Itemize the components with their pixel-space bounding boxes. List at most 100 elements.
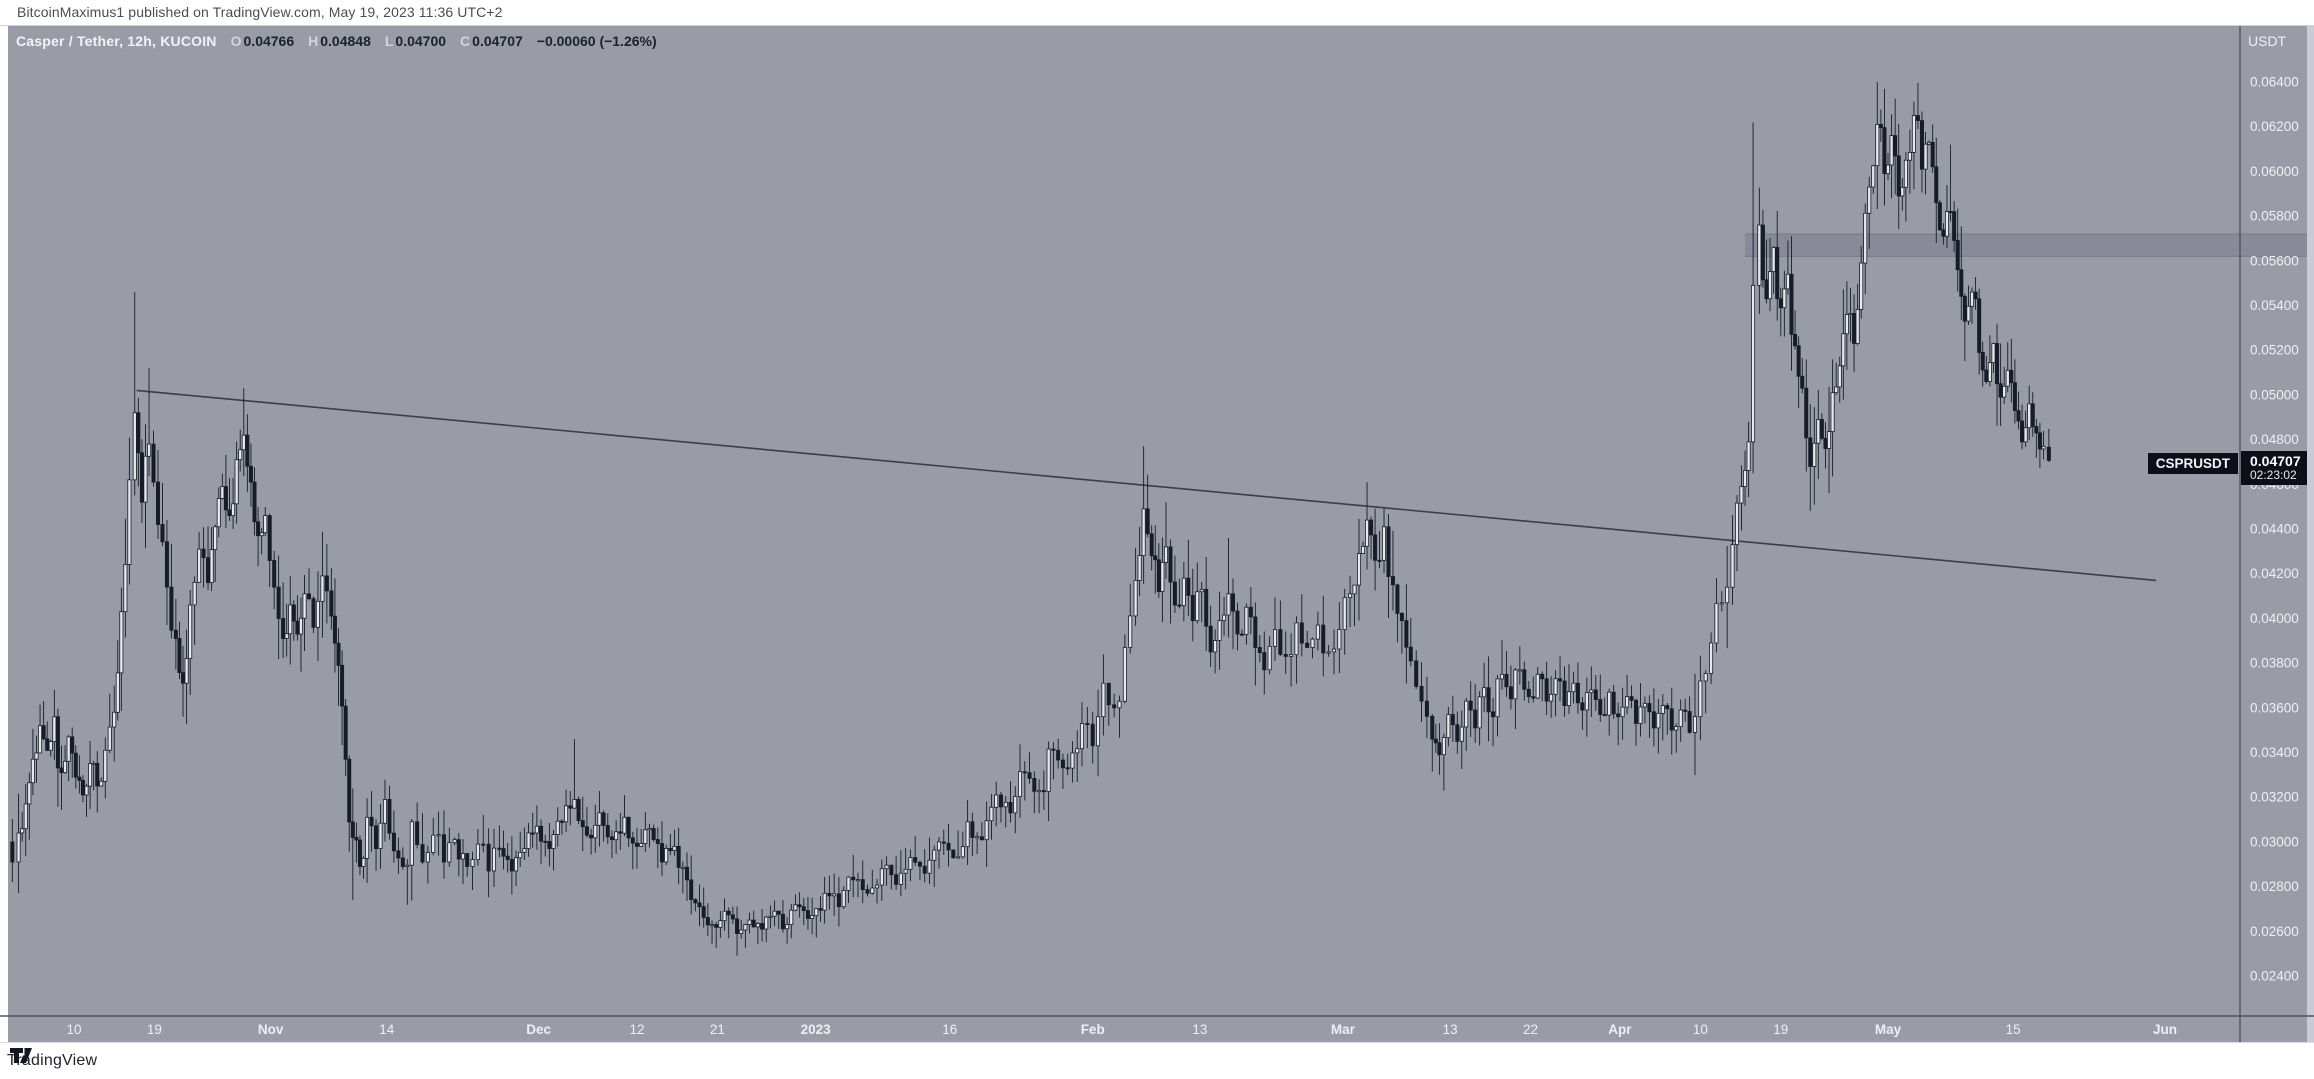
candle-up <box>1018 771 1023 797</box>
candle-up <box>1037 790 1042 793</box>
candle-down <box>1793 334 1798 347</box>
price-tick-label: 0.02600 <box>2250 924 2299 939</box>
symbol-title[interactable]: Casper / Tether, 12h, KUCOIN <box>16 33 217 49</box>
candle-down <box>329 590 334 617</box>
candle-up <box>378 822 383 850</box>
candle-up <box>1117 700 1122 709</box>
candle-up <box>30 758 35 784</box>
time-axis[interactable]: 10 19 Nov 14 Dec 12 21 2023 16 Feb 13 Mar 13 22 Apr 10 1… <box>66 1022 2177 1037</box>
candle-up <box>1096 716 1101 747</box>
candle-down <box>1544 678 1549 702</box>
price-tick-label: 0.03600 <box>2250 700 2299 715</box>
candle-up <box>593 824 598 839</box>
candle-up <box>1867 186 1872 214</box>
candle-down <box>1593 689 1598 700</box>
candle-down <box>1616 713 1621 718</box>
candle-up <box>1272 629 1277 647</box>
resistance-band[interactable] <box>1745 233 2307 257</box>
candle-down <box>70 736 75 754</box>
candle-up <box>1638 706 1643 724</box>
candle-down <box>77 776 82 781</box>
price-tick-label: 0.05000 <box>2250 387 2299 402</box>
candle-up <box>2005 369 2010 387</box>
time-tick-label: 14 <box>379 1022 395 1037</box>
candle-down <box>685 866 690 881</box>
candle-up <box>1003 801 1008 808</box>
candle-down <box>248 465 253 483</box>
candle-down <box>634 842 639 847</box>
candle-up <box>132 412 137 481</box>
candle-down <box>252 481 257 523</box>
candle-down <box>391 832 396 852</box>
chart-canvas[interactable]: 0.06400 0.06200 0.06000 0.05800 0.05600 0.054… <box>0 26 2314 1042</box>
ohlc-low: L 0.04700 <box>384 33 447 49</box>
attribution-bar: BitcoinMaximus1 published on TradingView… <box>0 0 2314 26</box>
candle-up <box>1549 693 1554 702</box>
chart-region[interactable]: 0.06400 0.06200 0.06000 0.05800 0.05600 0.054… <box>0 26 2314 1042</box>
candle-up <box>1830 392 1835 432</box>
candle-down <box>1878 124 1883 129</box>
candle-down <box>1437 742 1442 756</box>
candle-up <box>234 459 239 505</box>
candle-up <box>231 503 236 516</box>
candle-down <box>1060 759 1065 769</box>
candle-up <box>1356 553 1361 586</box>
candle-down <box>589 834 594 839</box>
candle-down <box>336 642 341 666</box>
candle-down <box>497 847 502 850</box>
candle-up <box>1734 502 1739 546</box>
candle-up <box>747 919 752 926</box>
candle-down <box>705 917 710 926</box>
candle-up <box>1122 647 1127 702</box>
candle-up <box>452 839 457 844</box>
candle-up <box>908 857 913 870</box>
price-axis[interactable]: 0.06400 0.06200 0.06000 0.05800 0.05600 0.054… <box>2250 75 2299 984</box>
candle-up <box>91 762 96 765</box>
candle-down <box>1598 699 1603 715</box>
candle-down <box>979 836 984 841</box>
candle-up <box>1337 629 1342 650</box>
candle-up <box>1771 246 1776 273</box>
candle-up <box>1128 615 1133 648</box>
candle-down <box>568 805 573 809</box>
candle-up <box>755 923 760 928</box>
candle-up <box>436 834 441 837</box>
tradingview-brand-text[interactable]: TradingView <box>7 1052 98 1069</box>
candle-down <box>1473 709 1478 729</box>
candle-up <box>2027 403 2032 429</box>
candle-up <box>188 604 193 659</box>
candle-down <box>1760 224 1765 281</box>
candle-down <box>1937 202 1942 231</box>
candle-up <box>903 868 908 874</box>
candle-down <box>1526 688 1531 698</box>
price-tick-label: 0.02800 <box>2250 879 2299 894</box>
candle-down <box>80 779 85 796</box>
candle-down <box>1455 724 1460 742</box>
time-tick-label: 13 <box>1192 1022 1207 1037</box>
candle-down <box>55 716 60 769</box>
candle-up <box>647 828 652 831</box>
candle-up <box>1725 586 1730 604</box>
candle-up <box>88 763 93 787</box>
time-tick-label: 12 <box>629 1022 644 1037</box>
candle-down <box>697 902 702 908</box>
candle-down <box>95 762 100 787</box>
candle-down <box>659 843 664 863</box>
candle-up <box>710 924 715 927</box>
time-tick-label: Feb <box>1081 1022 1105 1037</box>
candle-down <box>1283 654 1288 657</box>
candle-up <box>1656 712 1661 729</box>
candle-down <box>441 834 446 863</box>
tradingview-logo-icon[interactable] <box>9 1043 33 1067</box>
candle-up <box>1217 620 1222 641</box>
candle-up <box>932 849 937 861</box>
descending-trendline[interactable] <box>136 389 2157 582</box>
candle-down <box>1973 291 1978 300</box>
candle-up <box>551 834 556 850</box>
candle-down <box>1373 534 1378 561</box>
candle-down <box>160 524 165 543</box>
candle-up <box>491 847 496 872</box>
candle-down <box>486 843 491 872</box>
candle-down <box>1959 269 1964 297</box>
